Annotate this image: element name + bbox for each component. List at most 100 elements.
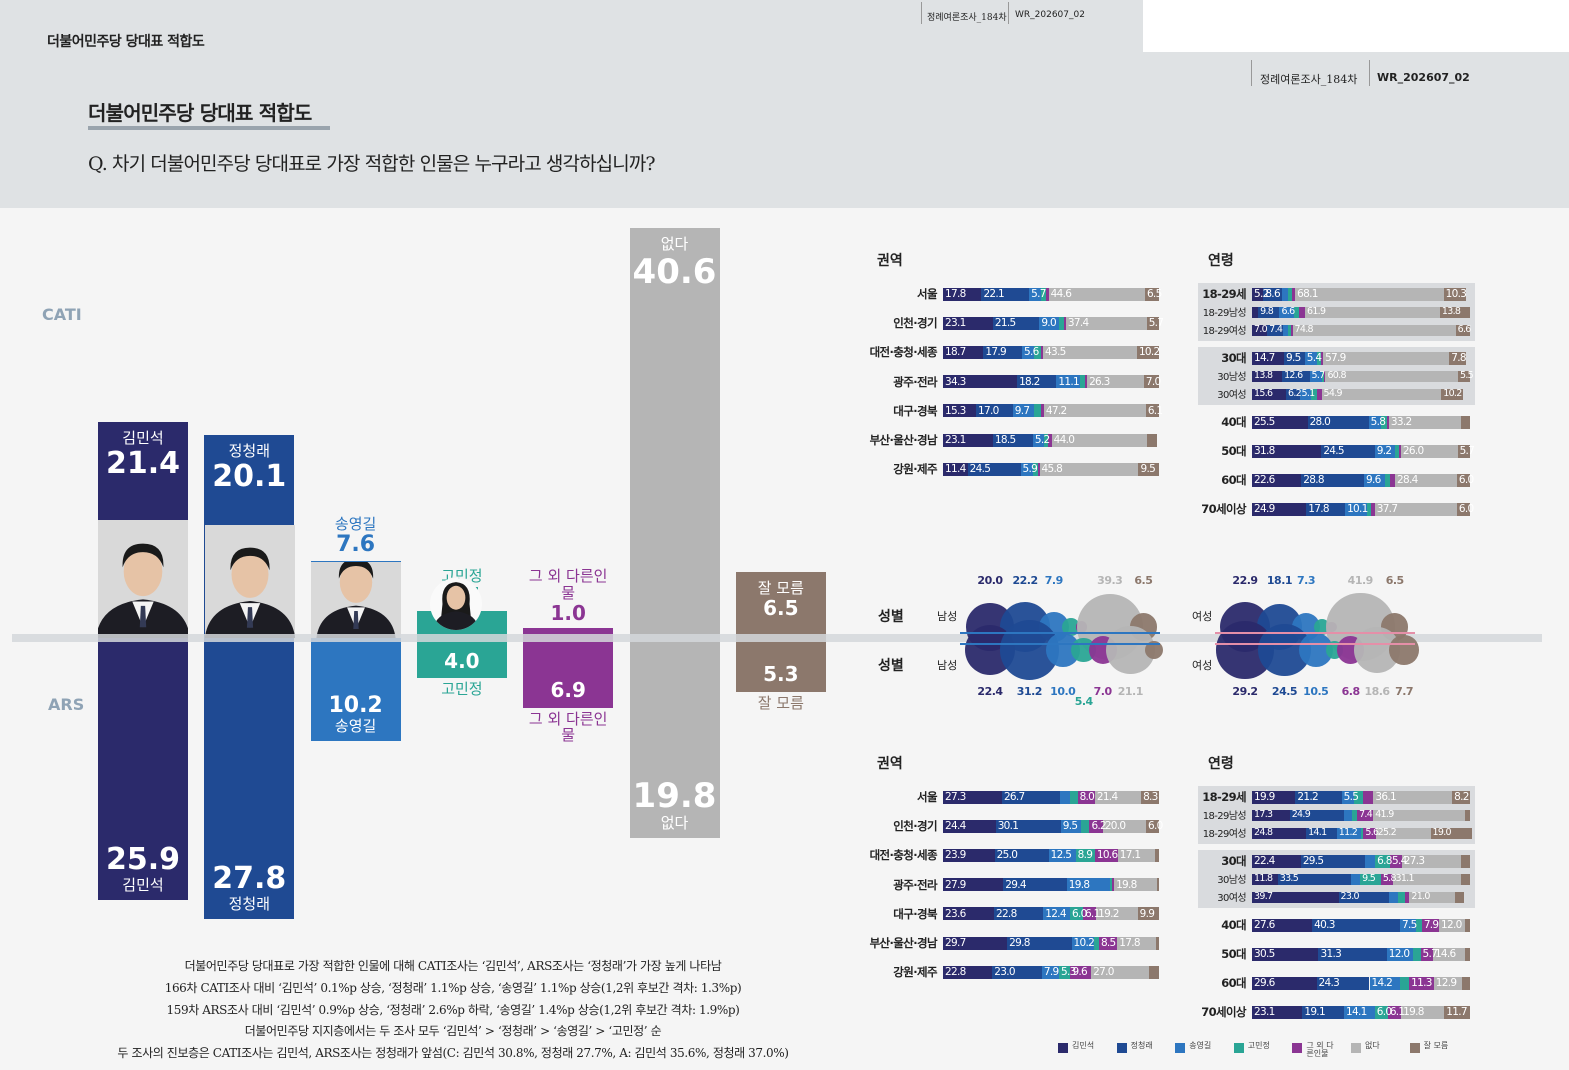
hair bbox=[338, 562, 374, 579]
value-label: 10.3 bbox=[1445, 288, 1467, 300]
value-label: 54.9 bbox=[1323, 388, 1343, 399]
bar-segment bbox=[983, 345, 1023, 359]
bar-segment bbox=[1374, 444, 1395, 458]
value-label: 17.9 bbox=[985, 346, 1006, 359]
bar-segment bbox=[1371, 502, 1375, 516]
bar-segment bbox=[1441, 388, 1464, 400]
value-label: 9.8 bbox=[1260, 306, 1274, 317]
legend-label: 그 외 다른인물 bbox=[1306, 1041, 1334, 1058]
bar-segment bbox=[1367, 502, 1372, 516]
bar-segment bbox=[1041, 965, 1059, 979]
value-label: 6.5 bbox=[763, 596, 799, 621]
tie bbox=[246, 607, 254, 628]
bar-segment bbox=[1341, 790, 1354, 804]
bar-segment bbox=[1048, 287, 1145, 301]
bar-segment bbox=[1029, 287, 1042, 301]
value-label: 6.5 bbox=[1385, 574, 1405, 587]
value-label: 37.4 bbox=[1067, 317, 1089, 330]
value-label: 18.7 bbox=[945, 346, 966, 359]
value-label: 22.4 bbox=[1254, 855, 1275, 867]
value-label: 44.0 bbox=[1053, 434, 1075, 446]
row-label: 대전·충청·세종 bbox=[869, 345, 938, 360]
bar-segment bbox=[1032, 433, 1045, 447]
bar-segment bbox=[1374, 502, 1457, 516]
value-label: 24.5 bbox=[1323, 445, 1344, 457]
bar-label-group: 25.9 김민석 bbox=[93, 843, 193, 893]
bar-segment bbox=[1070, 965, 1092, 979]
value-label: 28.0 bbox=[1309, 416, 1331, 428]
bar-segment bbox=[1321, 444, 1375, 458]
bar-segment bbox=[1070, 790, 1078, 804]
value-label: 5.4 bbox=[1074, 695, 1094, 708]
bar-segment bbox=[1304, 351, 1317, 365]
value-label: 22.8 bbox=[995, 907, 1017, 920]
bar-segment bbox=[1321, 370, 1324, 382]
bar bbox=[310, 638, 401, 742]
bar-segment bbox=[1351, 809, 1358, 821]
value-label: 8.9 bbox=[1077, 849, 1093, 862]
bar-segment bbox=[943, 375, 1018, 389]
value-label: 6.6 bbox=[1281, 306, 1295, 317]
value-label: 23.1 bbox=[1254, 1006, 1275, 1018]
bar-segment bbox=[1461, 415, 1470, 429]
bar-segment bbox=[1058, 316, 1065, 330]
row-label: 40대 bbox=[1221, 918, 1246, 932]
bar-segment bbox=[943, 848, 995, 862]
bar-segment bbox=[1043, 345, 1137, 359]
series-label: ARS bbox=[48, 695, 85, 714]
divider bbox=[1251, 60, 1252, 86]
bar-segment bbox=[1365, 854, 1376, 868]
value-label: 5.7 bbox=[1422, 948, 1438, 960]
value-label: 19.2 bbox=[1098, 907, 1119, 920]
bar-segment bbox=[1360, 873, 1381, 885]
bar-segment bbox=[1388, 891, 1399, 903]
bar-segment bbox=[993, 907, 1044, 921]
bar-segment bbox=[1409, 891, 1456, 903]
bar-segment bbox=[1464, 947, 1470, 961]
value-label: 9.5 bbox=[1062, 820, 1078, 833]
value-label: 9.0 bbox=[1041, 317, 1056, 330]
bar-segment bbox=[1439, 918, 1466, 932]
value-label: 9.2 bbox=[1376, 445, 1392, 457]
bar-segment bbox=[1087, 375, 1144, 389]
value-label: 24.9 bbox=[1254, 503, 1275, 515]
bar-segment bbox=[1318, 947, 1387, 961]
row-label: 40대 bbox=[1221, 415, 1246, 429]
value-label: 5.5 bbox=[1343, 791, 1359, 803]
bar-segment bbox=[1386, 415, 1389, 429]
row-label: 광주·전라 bbox=[893, 374, 937, 389]
value-label: 6.0 bbox=[1072, 907, 1087, 920]
value-label: 21.1 bbox=[1117, 685, 1144, 698]
category-label: 정청래 bbox=[228, 894, 270, 913]
value-label: 17.1 bbox=[1119, 849, 1141, 862]
group-label: 여성 bbox=[1192, 610, 1213, 623]
hair bbox=[230, 547, 270, 571]
bar-segment bbox=[943, 965, 993, 979]
bar-segment bbox=[1064, 316, 1066, 330]
value-label: 31.2 bbox=[1016, 685, 1043, 698]
bar-label-group: 정청래 20.1 bbox=[199, 443, 299, 493]
bar-segment bbox=[1040, 345, 1043, 359]
bar-segment bbox=[1252, 324, 1268, 336]
bar-segment bbox=[1338, 891, 1389, 903]
row-label: 부산·울산·경남 bbox=[869, 433, 938, 447]
bar-segment bbox=[1149, 965, 1159, 979]
value-label: 5.7 bbox=[1459, 445, 1475, 457]
photo bbox=[430, 578, 482, 630]
legend-label: 잘 모름 bbox=[1423, 1041, 1449, 1050]
value-label: 27.9 bbox=[945, 878, 966, 891]
value-label: 57.9 bbox=[1325, 352, 1346, 364]
bar-segment bbox=[1455, 891, 1464, 903]
value-label: 29.6 bbox=[1254, 977, 1275, 989]
value-label: 6.8 bbox=[1341, 685, 1361, 698]
bar-segment bbox=[1306, 827, 1337, 839]
row-label: 18-29세 bbox=[1202, 287, 1246, 301]
bar-label-group: 19.8 없다 bbox=[625, 777, 725, 832]
value-label: 6.0 bbox=[1458, 474, 1474, 486]
value-label: 12.0 bbox=[1441, 919, 1462, 931]
row-label: 18-29남성 bbox=[1202, 308, 1247, 319]
value-label: 60.8 bbox=[1327, 370, 1346, 381]
value-label: 14.2 bbox=[1371, 977, 1393, 989]
value-label: 11.8 bbox=[1254, 873, 1273, 884]
bar-segment bbox=[1096, 907, 1138, 921]
